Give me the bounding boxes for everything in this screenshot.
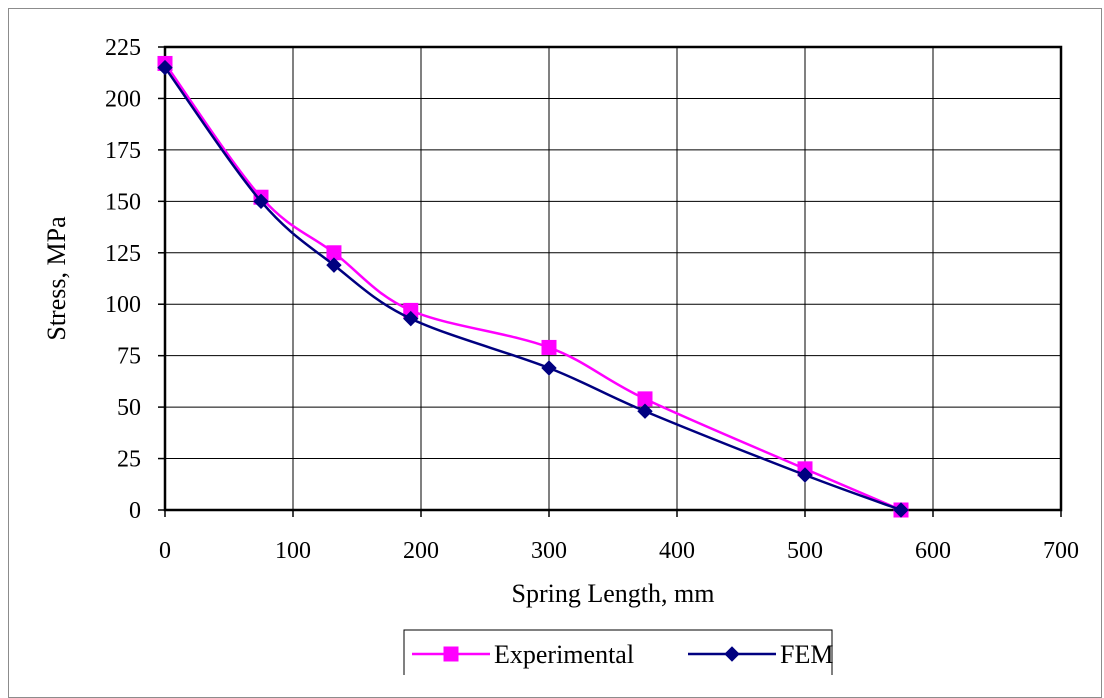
x-tick-label: 100	[275, 538, 311, 564]
data-point	[637, 403, 653, 419]
series-experimental	[157, 55, 909, 518]
series-line	[163, 62, 902, 512]
line-chart: 0 25 50 75 100 125 150 175 200 225 0 100 200 300 400 50…	[42, 35, 1079, 675]
legend: Experimental FEM	[403, 629, 833, 675]
x-tick-label: 0	[159, 538, 171, 564]
y-tick-label: 125	[105, 241, 141, 267]
series-fem	[157, 59, 909, 518]
x-tick-label: 600	[915, 538, 951, 564]
x-tick-label: 700	[1043, 538, 1079, 564]
y-tick-label: 50	[117, 395, 141, 421]
axis-ticks: 0 25 50 75 100 125 150 175 200 225 0 100 200 300 400 50…	[105, 35, 1079, 564]
data-point	[403, 310, 419, 327]
y-tick-label: 150	[105, 189, 141, 215]
data-point	[326, 257, 342, 273]
grid-lines	[164, 46, 1062, 511]
y-tick-label: 100	[105, 292, 141, 318]
data-point	[253, 193, 269, 210]
plot-area	[163, 45, 1063, 512]
data-point	[797, 467, 813, 483]
y-tick-label: 75	[117, 344, 141, 370]
y-tick-label: 200	[105, 86, 141, 112]
series-line	[163, 66, 902, 512]
x-tick-label: 200	[403, 538, 439, 564]
x-tick-label: 300	[531, 538, 567, 564]
data-point	[157, 59, 173, 76]
y-tick-label: 225	[105, 35, 141, 61]
y-tick-label: 0	[129, 498, 141, 524]
legend-label-experimental: Experimental	[494, 640, 634, 669]
legend-label-fem: FEM	[780, 640, 833, 669]
legend-box	[403, 629, 833, 675]
series-group	[157, 55, 909, 518]
legend-marker-experimental	[443, 646, 459, 662]
data-point	[541, 339, 557, 355]
y-tick-label: 175	[105, 138, 141, 164]
x-tick-label: 500	[787, 538, 823, 564]
y-tick-label: 25	[117, 447, 141, 473]
x-axis-title: Spring Length, mm	[512, 579, 715, 608]
data-point	[893, 502, 909, 518]
y-axis-title: Stress, MPa	[42, 216, 71, 341]
data-point	[541, 360, 557, 376]
x-tick-label: 400	[659, 538, 695, 564]
legend-marker-fem	[724, 646, 740, 662]
